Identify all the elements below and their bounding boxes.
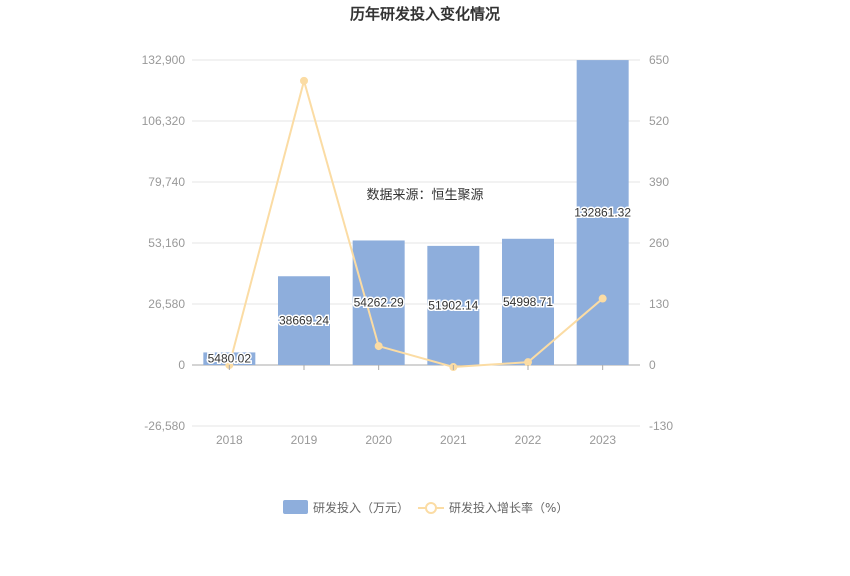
y-right-tick-label: 650 <box>649 53 669 67</box>
bar[interactable] <box>203 352 256 365</box>
legend-item-bar[interactable]: 研发投入（万元） <box>283 500 409 515</box>
data-labels: 5480.02 38669.24 54262.29 51902.14 54998.71 1… <box>206 204 633 367</box>
left-y-axis: -26,580 0 26,580 53,160 79,740 106,320 132,900 <box>142 53 186 433</box>
x-tick-label: 2019 <box>291 433 318 447</box>
x-axis: 2018 2019 2020 2021 2022 2023 <box>216 365 616 447</box>
legend-bar-swatch <box>283 500 308 514</box>
legend: 研发投入（万元） 研发投入增长率（%） <box>283 500 568 515</box>
bar[interactable] <box>427 245 480 365</box>
growth-line <box>228 77 604 369</box>
x-tick-label: 2018 <box>216 433 243 447</box>
x-tick-label: 2023 <box>589 433 616 447</box>
legend-item-line[interactable]: 研发投入增长率（%） <box>418 500 568 515</box>
chart-title: 历年研发投入变化情况 <box>350 5 500 23</box>
y-left-tick-label: 26,580 <box>148 297 185 311</box>
bar-series <box>203 60 629 365</box>
y-left-tick-label: 106,320 <box>142 114 186 128</box>
growth-point[interactable] <box>300 76 308 85</box>
y-left-tick-label: 132,900 <box>142 53 186 67</box>
bar-value-label: 54998.71 <box>503 295 553 309</box>
growth-point[interactable] <box>524 358 532 367</box>
y-right-tick-label: 260 <box>649 236 669 250</box>
y-left-tick-label: 79,740 <box>148 175 185 189</box>
bar-value-label: 38669.24 <box>279 314 329 328</box>
bar-value-label: 132861.32 <box>574 206 631 220</box>
x-tick-label: 2020 <box>365 433 392 447</box>
x-tick-label: 2021 <box>440 433 467 447</box>
right-y-axis: -130 0 130 260 390 520 650 <box>649 53 673 433</box>
legend-bar-label: 研发投入（万元） <box>313 500 409 515</box>
line-series <box>225 76 607 372</box>
bar[interactable] <box>278 276 330 365</box>
y-left-tick-label: 53,160 <box>148 236 185 250</box>
bar-value-label: 51902.14 <box>428 298 478 312</box>
x-tick-label: 2022 <box>515 433 542 447</box>
y-right-tick-label: 0 <box>649 358 656 372</box>
y-right-tick-label: 130 <box>649 297 669 311</box>
legend-line-label: 研发投入增长率（%） <box>449 500 568 515</box>
bar-value-label: 54262.29 <box>354 296 404 310</box>
gridlines <box>192 59 640 427</box>
growth-point[interactable] <box>598 294 607 303</box>
y-right-tick-label: 390 <box>649 175 669 189</box>
y-right-tick-label: -130 <box>649 419 673 433</box>
growth-point[interactable] <box>374 342 383 351</box>
bar-value-label: 5480.02 <box>208 352 252 366</box>
bar[interactable] <box>502 238 554 365</box>
y-right-tick-label: 520 <box>649 114 669 128</box>
legend-line-marker <box>425 502 437 514</box>
y-left-tick-label: -26,580 <box>144 419 185 433</box>
y-left-tick-label: 0 <box>178 358 185 372</box>
source-note: 数据来源：恒生聚源 <box>366 188 483 203</box>
